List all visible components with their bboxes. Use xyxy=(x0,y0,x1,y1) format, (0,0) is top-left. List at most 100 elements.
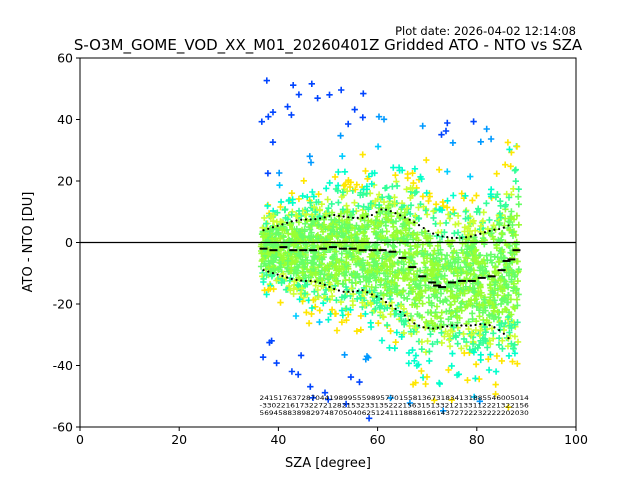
scatter-point xyxy=(452,221,459,228)
scatter-point xyxy=(363,353,371,360)
scatter-point xyxy=(379,228,386,235)
upper-bound-point xyxy=(347,216,350,219)
scatter-point xyxy=(434,262,441,269)
upper-bound-point xyxy=(507,224,510,227)
upper-bound-point xyxy=(408,218,411,221)
upper-bound-point xyxy=(337,214,341,217)
scatter-point xyxy=(265,264,273,271)
scatter-point xyxy=(451,230,458,237)
scatter-point xyxy=(440,202,447,210)
scatter-point xyxy=(415,204,422,211)
scatter-point xyxy=(471,297,478,304)
upper-bound-point xyxy=(276,224,279,227)
scatter-point xyxy=(288,264,295,271)
scatter-point xyxy=(320,282,327,289)
scatter-point xyxy=(412,379,419,386)
scatter-point xyxy=(337,298,345,306)
scatter-point xyxy=(282,214,289,222)
scatter-point xyxy=(504,139,512,146)
scatter-point xyxy=(354,295,361,302)
scatter-point xyxy=(488,186,495,193)
scatter-point xyxy=(476,341,483,349)
scatter-point xyxy=(322,210,330,217)
scatter-point xyxy=(465,325,472,333)
scatter-point xyxy=(389,232,396,239)
scatter-point xyxy=(486,281,494,288)
scatter-point xyxy=(333,232,340,239)
scatter-point xyxy=(508,340,515,347)
scatter-point xyxy=(351,199,358,206)
lower-bound-point xyxy=(262,269,265,272)
scatter-point xyxy=(480,296,488,303)
scatter-point xyxy=(393,178,400,185)
scatter-point xyxy=(364,175,371,182)
scatter-point xyxy=(343,202,350,209)
scatter-point xyxy=(297,238,304,245)
lower-bound-point xyxy=(408,318,411,322)
scatter-point xyxy=(263,291,270,298)
scatter-point xyxy=(273,254,280,261)
scatter-point xyxy=(335,168,342,176)
scatter-point xyxy=(374,250,382,257)
scatter-point xyxy=(462,208,469,215)
lower-bound-point xyxy=(356,289,359,293)
scatter-point xyxy=(326,261,334,268)
scatter-point xyxy=(333,327,341,334)
scatter-point xyxy=(263,77,270,84)
scatter-point xyxy=(463,302,471,310)
scatter-point xyxy=(307,159,315,166)
scatter-point xyxy=(458,307,465,314)
scatter-point xyxy=(400,329,407,337)
scatter-point xyxy=(514,338,522,346)
scatter-point xyxy=(261,260,268,267)
scatter-point xyxy=(448,396,455,404)
scatter-point xyxy=(331,173,339,181)
scatter-point xyxy=(298,285,306,292)
scatter-point xyxy=(417,201,424,208)
scatter-point xyxy=(472,361,480,368)
scatter-point xyxy=(510,216,518,223)
scatter-point xyxy=(294,267,301,274)
scatter-point xyxy=(338,307,346,314)
upper-bound-point xyxy=(436,233,439,237)
scatter-point xyxy=(264,202,271,210)
scatter-point xyxy=(272,230,280,237)
scatter-point xyxy=(367,323,375,331)
upper-bound-point xyxy=(417,224,421,227)
scatter-point xyxy=(310,193,317,200)
scatter-point xyxy=(301,263,308,271)
lower-bound-point xyxy=(333,287,336,291)
lower-bound-point xyxy=(413,322,416,325)
scatter-point xyxy=(514,277,521,285)
scatter-point xyxy=(432,201,440,208)
scatter-point xyxy=(494,191,501,198)
scatter-point xyxy=(361,302,369,309)
scatter-point xyxy=(337,132,344,139)
upper-bound-point xyxy=(450,236,454,239)
scatter-point xyxy=(405,265,412,272)
upper-bound-point xyxy=(465,236,468,239)
scatter-point xyxy=(387,311,394,318)
scatter-point xyxy=(422,264,429,271)
scatter-point xyxy=(345,120,352,128)
upper-bound-point xyxy=(304,218,308,221)
scatter-point xyxy=(404,295,411,302)
scatter-point xyxy=(495,258,503,265)
plot-date: Plot date: 2026-04-02 12:14:08 xyxy=(395,24,576,38)
scatter-point xyxy=(276,182,283,189)
scatter-point xyxy=(470,349,478,356)
y-axis-ticks: -60 -40 -20 0 20 40 60 xyxy=(53,51,80,435)
y-tick-label: 20 xyxy=(57,174,73,189)
lower-bound-point xyxy=(507,337,510,340)
scatter-point xyxy=(427,270,434,277)
scatter-point xyxy=(497,300,505,308)
scatter-point xyxy=(471,258,478,265)
scatter-point xyxy=(362,167,369,175)
lower-bound-point xyxy=(309,279,312,283)
scatter-point xyxy=(308,221,315,228)
scatter-point xyxy=(442,219,450,227)
scatter-point xyxy=(515,201,522,208)
scatter-point xyxy=(374,143,382,150)
scatter-point xyxy=(484,257,491,264)
x-axis-label: SZA [degree] xyxy=(285,456,371,471)
